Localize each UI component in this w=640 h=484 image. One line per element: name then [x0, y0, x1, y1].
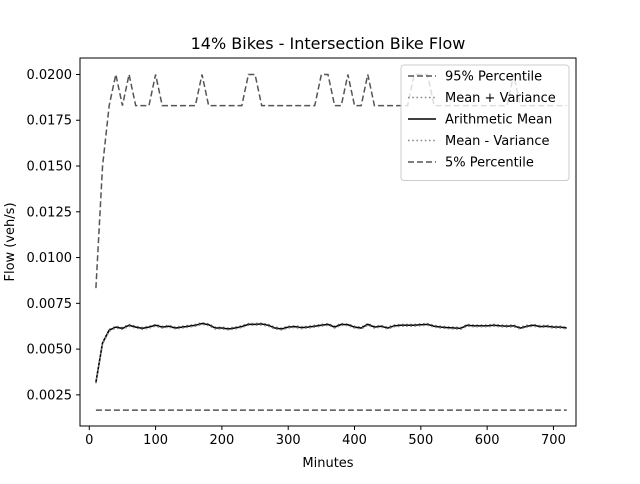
- x-tick-label: 400: [342, 433, 367, 448]
- y-tick-label: 0.0050: [27, 343, 73, 358]
- series-line-2: [95, 321, 567, 382]
- legend: 95% Percentile Mean + Variance Arithmetic …: [400, 64, 570, 181]
- y-axis-ticks: 0.0025 0.0050 0.0075 0.0100 0.0125 0.0150 0.01…: [27, 68, 80, 403]
- y-tick-label: 0.0125: [27, 205, 73, 220]
- x-tick-label: 0: [85, 433, 93, 448]
- y-tick-label: 0.0025: [27, 388, 73, 403]
- chart-title: 14% Bikes - Intersection Bike Flow: [191, 34, 466, 53]
- legend-box: [400, 64, 570, 181]
- y-tick-label: 0.0150: [27, 160, 73, 175]
- series-line-4: [95, 323, 567, 384]
- plot-frame: [79, 57, 577, 427]
- y-tick-label: 0.0175: [27, 114, 73, 129]
- legend-label: 5% Percentile: [445, 156, 534, 171]
- y-tick-label: 0.0075: [27, 297, 73, 312]
- y-axis-label: Flow (veh/s): [3, 202, 18, 281]
- y-tick-label: 0.0200: [27, 68, 73, 83]
- x-tick-label: 600: [475, 433, 500, 448]
- series-layer: [95, 73, 567, 411]
- x-tick-label: 100: [143, 433, 168, 448]
- series-line-3: [95, 322, 567, 383]
- legend-label: Mean - Variance: [445, 134, 550, 149]
- legend-label: Arithmetic Mean: [445, 113, 552, 128]
- y-tick-label: 0.0100: [27, 251, 73, 266]
- x-tick-label: 500: [408, 433, 433, 448]
- x-tick-label: 700: [541, 433, 566, 448]
- x-tick-label: 300: [276, 433, 301, 448]
- x-axis-label: Minutes: [302, 456, 353, 471]
- legend-label: Mean + Variance: [445, 91, 556, 106]
- legend-label: 95% Percentile: [445, 70, 542, 85]
- x-axis-ticks: 0 100 200 300 400 500 600 700: [85, 426, 566, 448]
- series-line-1: [95, 73, 567, 289]
- x-tick-label: 200: [209, 433, 234, 448]
